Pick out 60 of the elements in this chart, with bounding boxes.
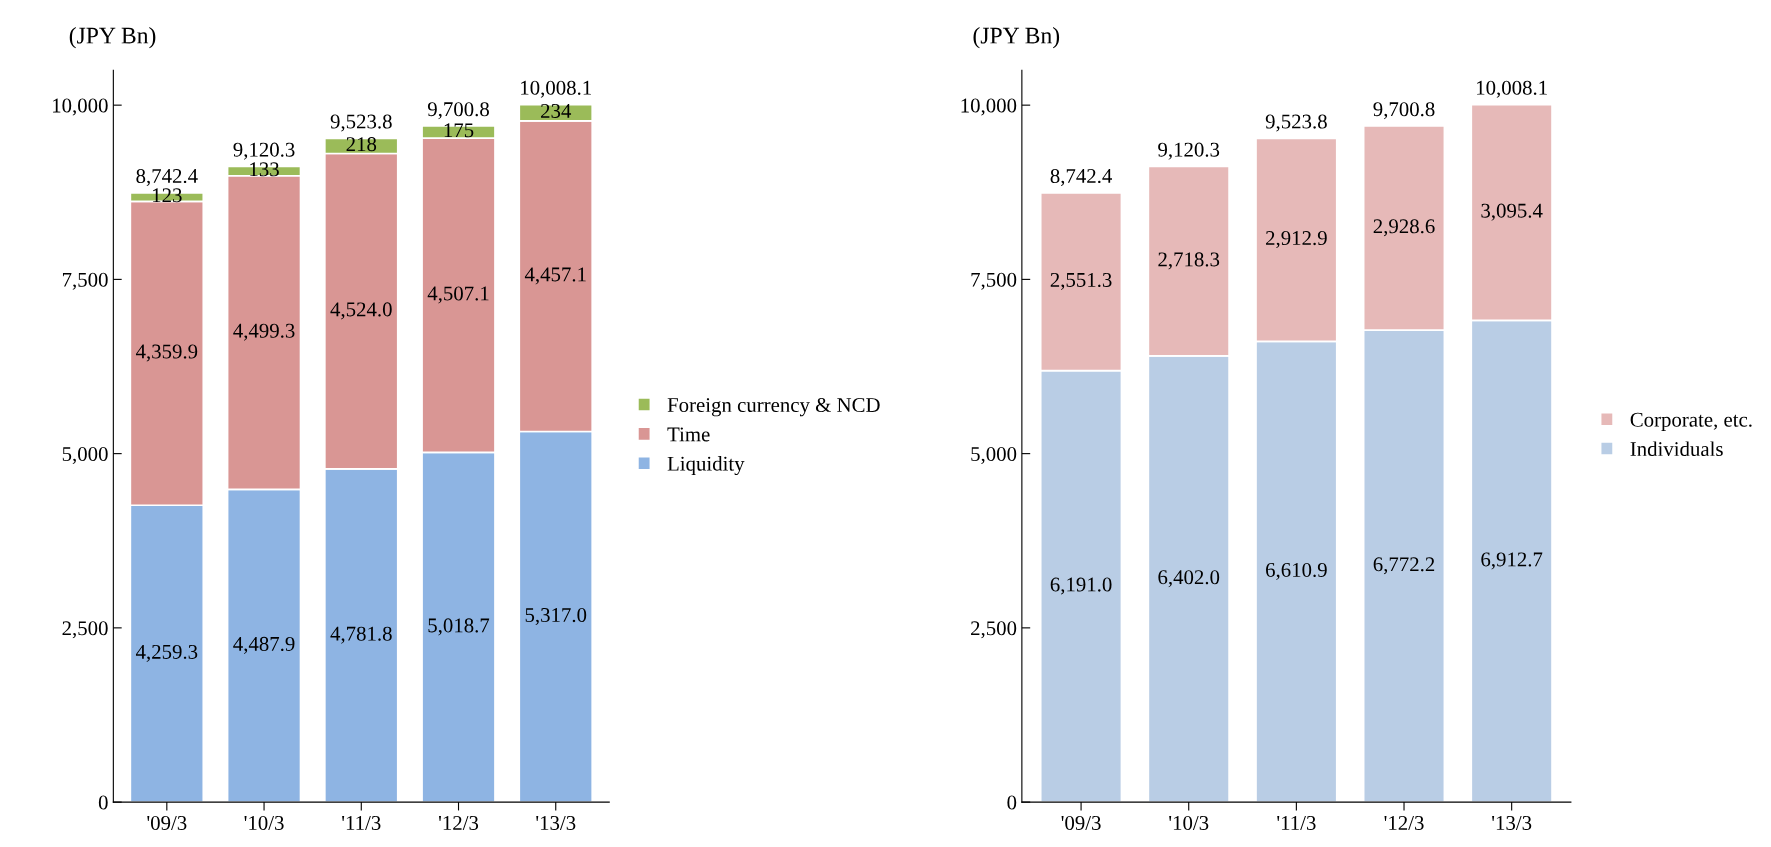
y-tick-label: 0 bbox=[98, 795, 108, 810]
data-label: 2,551.3 bbox=[1050, 272, 1112, 290]
legend-label: Corporate, etc. bbox=[1630, 412, 1752, 431]
data-label: 218 bbox=[346, 137, 377, 152]
data-label: 3,095.4 bbox=[1481, 203, 1543, 221]
x-tick-label: '09/3 bbox=[1061, 815, 1101, 830]
data-label: 234 bbox=[541, 103, 572, 118]
data-label: 4,487.9 bbox=[233, 636, 295, 654]
data-label: 6,610.9 bbox=[1266, 562, 1327, 580]
y-tick-label: 7,500 bbox=[971, 272, 1017, 290]
y-tick-label: 7,500 bbox=[62, 272, 108, 290]
y-tick-label: 2,500 bbox=[971, 621, 1017, 639]
total-label: 9,700.8 bbox=[1373, 102, 1435, 120]
data-label: 6,912.7 bbox=[1481, 552, 1543, 570]
data-label: 4,457.1 bbox=[524, 267, 586, 285]
legend-label: Liquidity bbox=[667, 456, 745, 476]
data-label: 6,191.0 bbox=[1050, 577, 1112, 595]
total-label: 8,742.4 bbox=[1050, 168, 1112, 187]
data-label: 5,018.7 bbox=[428, 618, 490, 636]
x-tick-label: '12/3 bbox=[1384, 815, 1424, 830]
x-tick-label: '13/3 bbox=[536, 815, 576, 830]
data-label: 2,718.3 bbox=[1158, 252, 1220, 270]
y-tick-label: 10,000 bbox=[53, 98, 108, 116]
data-label: 5,317.0 bbox=[525, 607, 587, 626]
y-tick-label: 10,000 bbox=[961, 98, 1017, 116]
total-label: 9,523.8 bbox=[330, 114, 392, 132]
y-tick-label: 0 bbox=[1007, 795, 1017, 810]
data-label: 2,928.6 bbox=[1373, 219, 1435, 237]
x-tick-label: '11/3 bbox=[342, 815, 381, 830]
y-axis-title: (JPY Bn) bbox=[69, 26, 156, 49]
y-tick-label: 5,000 bbox=[971, 447, 1017, 465]
total-label: 8,742.4 bbox=[136, 168, 198, 187]
data-label: 6,402.0 bbox=[1158, 570, 1220, 588]
total-label: 10,008.1 bbox=[1477, 80, 1547, 98]
data-label: 175 bbox=[444, 123, 474, 138]
data-label: 4,524.0 bbox=[330, 302, 392, 320]
y-tick-label: 5,000 bbox=[62, 447, 108, 465]
legend-label: Time bbox=[667, 427, 710, 442]
total-label: 10,008.1 bbox=[521, 80, 591, 98]
y-tick-label: 2,500 bbox=[62, 621, 108, 639]
total-label: 9,700.8 bbox=[427, 102, 489, 120]
x-tick-label: '10/3 bbox=[1169, 815, 1209, 830]
x-tick-label: '13/3 bbox=[1492, 815, 1532, 830]
data-label: 4,781.8 bbox=[330, 626, 392, 644]
x-tick-label: '09/3 bbox=[147, 815, 187, 830]
data-label: 2,912.9 bbox=[1266, 231, 1327, 249]
data-label: 4,259.3 bbox=[135, 644, 198, 662]
x-tick-label: '12/3 bbox=[439, 815, 479, 830]
legend-label: Foreign currency & NCD bbox=[667, 397, 880, 417]
total-label: 9,523.8 bbox=[1265, 114, 1327, 132]
legend-label: Individuals bbox=[1630, 441, 1723, 457]
data-label: 4,499.3 bbox=[233, 323, 295, 341]
data-label: 4,507.1 bbox=[427, 286, 489, 304]
x-tick-label: '10/3 bbox=[244, 815, 284, 830]
total-label: 9,120.3 bbox=[233, 142, 295, 160]
y-axis-title: (JPY Bn) bbox=[973, 26, 1060, 49]
x-tick-label: '11/3 bbox=[1277, 815, 1316, 830]
data-label: 4,359.9 bbox=[135, 344, 198, 362]
total-label: 9,120.3 bbox=[1158, 142, 1220, 160]
data-label: 6,772.2 bbox=[1373, 557, 1435, 575]
